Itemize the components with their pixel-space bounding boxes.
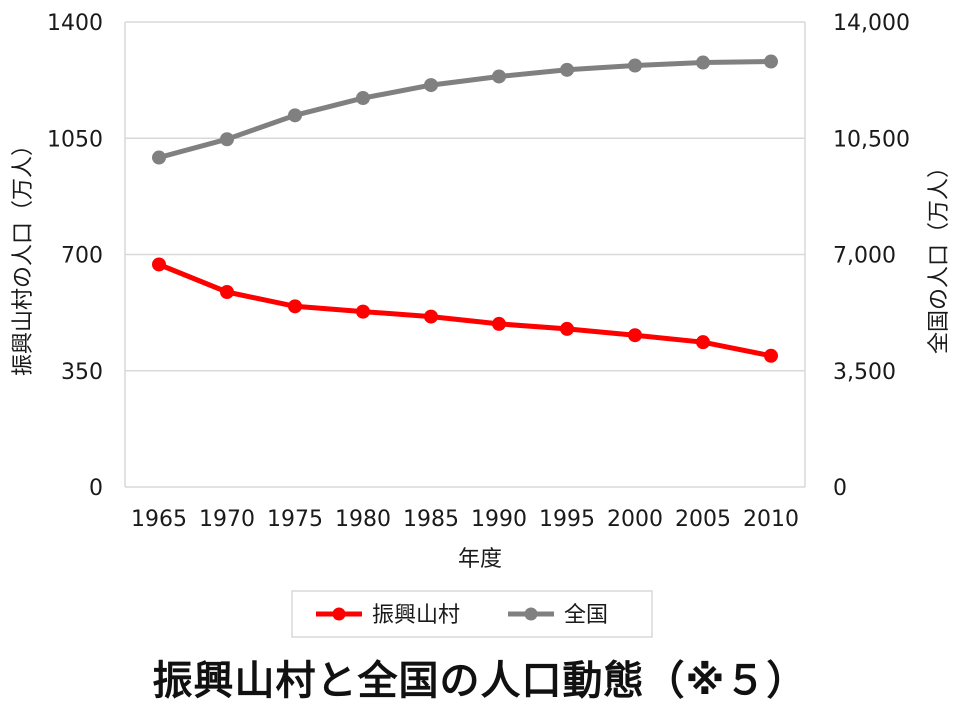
series-line-0 [156, 262, 774, 359]
series-1-point [152, 150, 166, 165]
series-0-point [152, 257, 166, 272]
x-tick-label: 1990 [471, 507, 527, 532]
legend: 振興山村 全国 [291, 590, 653, 638]
x-tick-label: 1975 [267, 507, 323, 532]
x-tick-label: 1985 [403, 507, 459, 532]
series-0-point [628, 328, 642, 343]
legend-marker-sanson [332, 607, 346, 621]
right-tick-label: 3,500 [833, 360, 896, 385]
series-0-point [356, 304, 370, 319]
x-tick-label: 1965 [131, 507, 187, 532]
series-1-point [628, 58, 642, 73]
x-tick-label: 2010 [743, 507, 799, 532]
series-1-point [288, 108, 302, 123]
left-y-axis-title: 振興山村の人口（万人） [11, 134, 36, 376]
right-tick-label: 0 [833, 476, 847, 501]
series-line-1 [156, 59, 774, 160]
series-0-point [560, 321, 574, 336]
series-1-point [696, 55, 710, 70]
grid-lines [124, 21, 806, 488]
x-tick-label: 2005 [675, 507, 731, 532]
series-0-point [424, 309, 438, 324]
series-1-point [356, 91, 370, 106]
right-y-axis-title: 全国の人口（万人） [927, 156, 952, 354]
right-tick-label: 7,000 [833, 244, 896, 269]
left-y-axis: 0 350 700 1050 1400 [47, 11, 103, 501]
legend-label-zenkoku: 全国 [564, 603, 608, 628]
series-1-point [424, 78, 438, 93]
legend-marker-zenkoku [524, 607, 538, 621]
series-0-point [220, 285, 234, 300]
series-0-point [492, 316, 506, 331]
left-tick-label: 350 [61, 360, 103, 385]
left-tick-label: 1400 [47, 11, 103, 36]
x-tick-label: 1995 [539, 507, 595, 532]
series-1-point [220, 132, 234, 147]
series-0-point [764, 348, 778, 363]
x-axis-title: 年度 [458, 547, 502, 572]
x-tick-label: 1970 [199, 507, 255, 532]
series-1-point [560, 62, 574, 77]
left-tick-label: 0 [89, 476, 103, 501]
legend-label-sanson: 振興山村 [372, 603, 460, 628]
series-1-point [492, 69, 506, 84]
series-0-point [288, 299, 302, 314]
figure-caption: 振興山村と全国の人口動態（※５） [152, 658, 808, 704]
series-1-point [764, 54, 778, 69]
series-layer [152, 54, 778, 363]
x-axis: 1965 1970 1975 1980 1985 1990 1995 2000 2005 2010 [131, 507, 799, 532]
x-tick-label: 2000 [607, 507, 663, 532]
right-tick-label: 14,000 [833, 11, 910, 36]
right-tick-label: 10,500 [833, 127, 910, 152]
x-tick-label: 1980 [335, 507, 391, 532]
legend-box [291, 590, 653, 638]
right-y-axis: 0 3,500 7,000 10,500 14,000 [833, 11, 910, 501]
left-tick-label: 700 [61, 244, 103, 269]
series-0-point [696, 335, 710, 350]
left-tick-label: 1050 [47, 127, 103, 152]
